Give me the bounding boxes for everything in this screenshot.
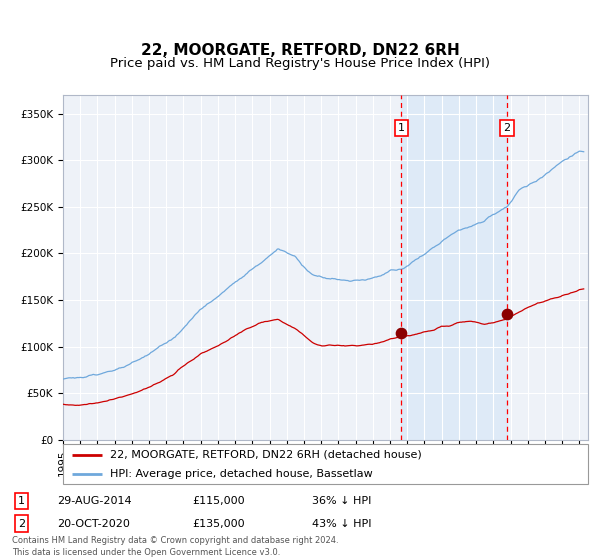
Text: 36% ↓ HPI: 36% ↓ HPI xyxy=(312,496,371,506)
Text: Price paid vs. HM Land Registry's House Price Index (HPI): Price paid vs. HM Land Registry's House … xyxy=(110,57,490,70)
Text: 20-OCT-2020: 20-OCT-2020 xyxy=(57,519,130,529)
Text: 1: 1 xyxy=(398,123,405,133)
Point xyxy=(397,328,406,337)
Text: 1: 1 xyxy=(18,496,25,506)
FancyBboxPatch shape xyxy=(63,444,588,484)
Text: 29-AUG-2014: 29-AUG-2014 xyxy=(57,496,131,506)
Text: 22, MOORGATE, RETFORD, DN22 6RH: 22, MOORGATE, RETFORD, DN22 6RH xyxy=(140,43,460,58)
Text: 43% ↓ HPI: 43% ↓ HPI xyxy=(312,519,371,529)
Text: Contains HM Land Registry data © Crown copyright and database right 2024.
This d: Contains HM Land Registry data © Crown c… xyxy=(12,536,338,557)
Text: 22, MOORGATE, RETFORD, DN22 6RH (detached house): 22, MOORGATE, RETFORD, DN22 6RH (detache… xyxy=(110,450,422,460)
Bar xyxy=(401,95,507,440)
Text: HPI: Average price, detached house, Bassetlaw: HPI: Average price, detached house, Bass… xyxy=(110,469,373,479)
Text: 2: 2 xyxy=(18,519,25,529)
Text: £115,000: £115,000 xyxy=(192,496,245,506)
Point xyxy=(502,310,512,319)
Text: £135,000: £135,000 xyxy=(192,519,245,529)
Text: 2: 2 xyxy=(503,123,511,133)
